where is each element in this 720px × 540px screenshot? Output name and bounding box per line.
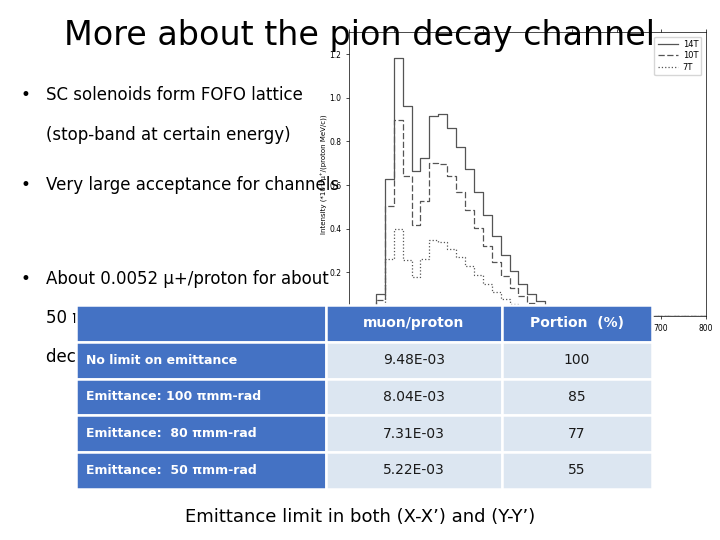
14T (595, 312, 603, 319)
FancyBboxPatch shape (326, 452, 502, 489)
Text: Very large acceptance for channels: Very large acceptance for channels (46, 176, 339, 193)
Text: 77: 77 (568, 427, 585, 441)
7T (666, 313, 675, 319)
FancyBboxPatch shape (502, 305, 652, 342)
14T (390, 55, 398, 61)
FancyBboxPatch shape (502, 452, 652, 489)
14T (567, 309, 576, 315)
FancyBboxPatch shape (326, 379, 502, 415)
14T (666, 313, 675, 319)
10T (693, 313, 701, 319)
Line: 14T: 14T (349, 58, 706, 316)
7T (595, 313, 603, 319)
FancyBboxPatch shape (502, 342, 652, 379)
FancyBboxPatch shape (76, 415, 326, 452)
Text: 9.48E-03: 9.48E-03 (383, 353, 445, 367)
Text: decay channel: decay channel (46, 348, 167, 366)
7T (693, 313, 701, 319)
Line: 7T: 7T (349, 228, 706, 316)
Text: No limit on emittance: No limit on emittance (86, 354, 237, 367)
Text: Emittance:  50 πmm-rad: Emittance: 50 πmm-rad (86, 464, 256, 477)
7T (390, 225, 398, 232)
Text: Emittance limit in both (X-X’) and (Y-Y’): Emittance limit in both (X-X’) and (Y-Y’… (185, 509, 535, 526)
FancyBboxPatch shape (326, 305, 502, 342)
14T (577, 312, 585, 318)
Text: 55: 55 (568, 463, 585, 477)
10T (595, 313, 603, 319)
Legend: 14T, 10T, 7T: 14T, 10T, 7T (654, 37, 701, 75)
10T (505, 285, 514, 291)
FancyBboxPatch shape (326, 342, 502, 379)
Text: 5.22E-03: 5.22E-03 (383, 463, 445, 477)
7T (567, 312, 576, 319)
10T (701, 313, 710, 319)
Text: Emittance: 100 πmm-rad: Emittance: 100 πmm-rad (86, 390, 261, 403)
7T (505, 301, 514, 307)
FancyBboxPatch shape (502, 415, 652, 452)
Text: (stop-band at certain energy): (stop-band at certain energy) (46, 126, 291, 144)
Y-axis label: Intensity (*10⁻³μ⁺/(proton MeV/c)): Intensity (*10⁻³μ⁺/(proton MeV/c)) (319, 114, 327, 234)
FancyBboxPatch shape (76, 379, 326, 415)
14T (701, 313, 710, 319)
Text: 85: 85 (568, 390, 585, 404)
14T (693, 313, 701, 319)
14T (505, 268, 514, 274)
Text: •: • (21, 176, 31, 193)
14T (559, 309, 567, 315)
10T (577, 312, 585, 319)
Text: Portion  (%): Portion (%) (530, 316, 624, 330)
10T (390, 117, 398, 124)
10T (666, 313, 675, 319)
Text: Emittance:  80 πmm-rad: Emittance: 80 πmm-rad (86, 427, 256, 440)
Text: muon/proton: muon/proton (364, 316, 464, 330)
Text: •: • (21, 270, 31, 288)
FancyBboxPatch shape (326, 415, 502, 452)
7T (559, 312, 567, 319)
Text: SC solenoids form FOFO lattice: SC solenoids form FOFO lattice (46, 86, 303, 104)
FancyBboxPatch shape (76, 452, 326, 489)
Text: More about the pion decay channel: More about the pion decay channel (65, 19, 655, 52)
10T (559, 311, 567, 318)
Text: 8.04E-03: 8.04E-03 (383, 390, 445, 404)
X-axis label: Muon momentum (MeV/c): Muon momentum (MeV/c) (478, 335, 577, 345)
Text: 7.31E-03: 7.31E-03 (383, 427, 445, 441)
FancyBboxPatch shape (76, 342, 326, 379)
Text: •: • (21, 86, 31, 104)
10T (345, 313, 354, 319)
10T (567, 311, 576, 318)
FancyBboxPatch shape (76, 305, 326, 342)
Text: About 0.0052 μ+/proton for about: About 0.0052 μ+/proton for about (46, 270, 329, 288)
7T (701, 313, 710, 319)
Text: 100: 100 (564, 353, 590, 367)
14T (345, 313, 354, 319)
Line: 10T: 10T (349, 120, 706, 316)
7T (345, 313, 354, 319)
7T (577, 313, 585, 319)
FancyBboxPatch shape (502, 379, 652, 415)
Text: 50 πmm-rad  at entrance of muon: 50 πmm-rad at entrance of muon (46, 309, 329, 327)
